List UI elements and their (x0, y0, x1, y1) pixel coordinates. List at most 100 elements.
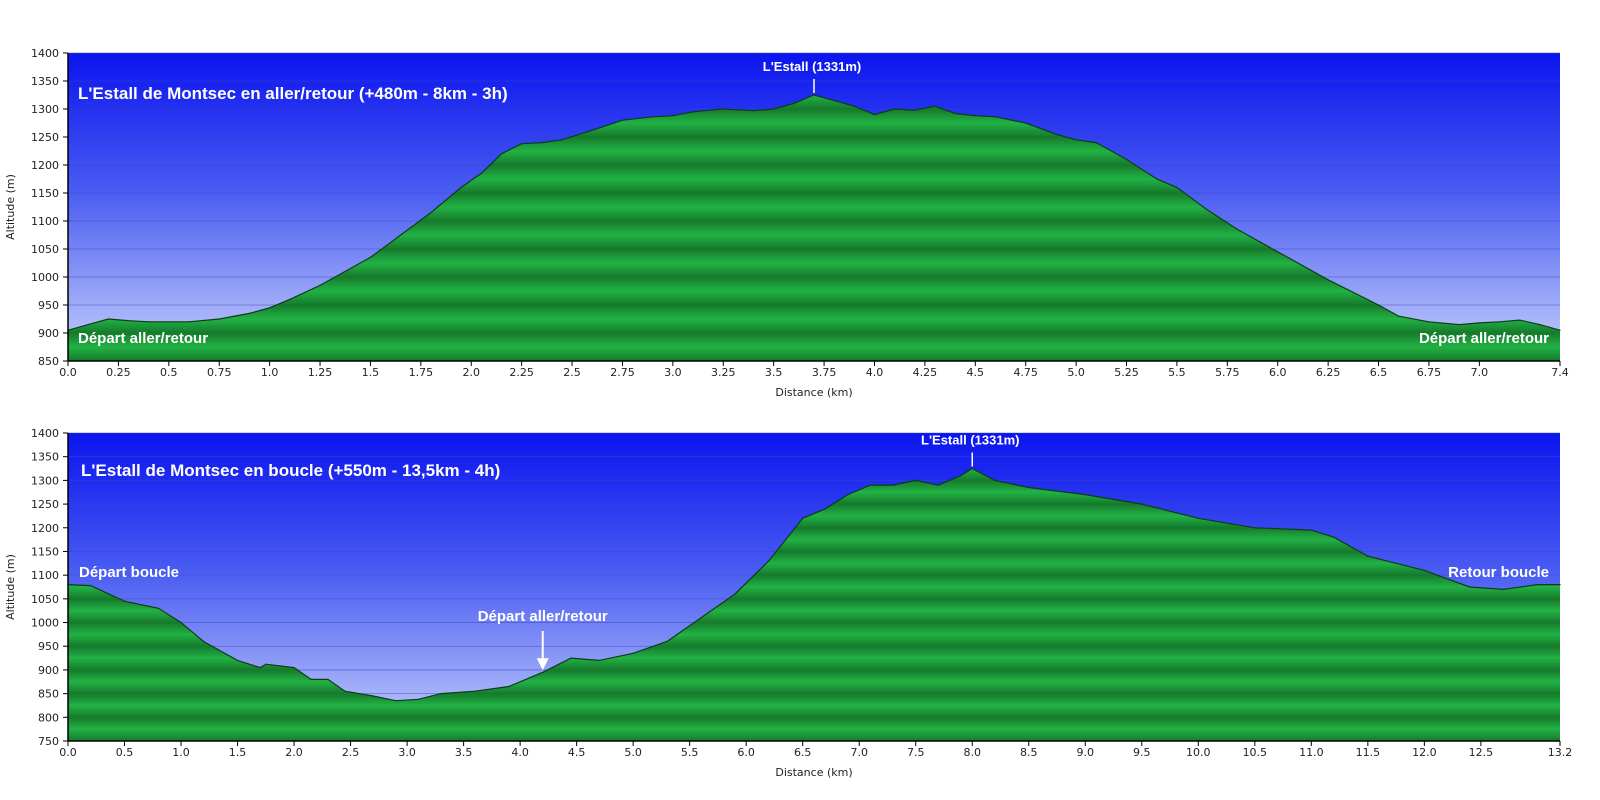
y-tick-label: 1150 (31, 545, 59, 558)
elevation-point (1478, 322, 1480, 324)
x-tick-label: 0.0 (59, 746, 77, 759)
elevation-point (915, 479, 917, 481)
elevation-point (218, 318, 220, 320)
elevation-point (417, 698, 419, 700)
elevation-point (1559, 329, 1561, 331)
y-tick-label: 750 (38, 735, 59, 748)
y-tick-label: 1050 (31, 243, 59, 256)
x-tick-label: 1.5 (362, 366, 380, 379)
x-tick-label: 6.5 (1370, 366, 1388, 379)
elevation-point (319, 284, 321, 286)
elevation-point (1028, 486, 1030, 489)
y-tick-label: 1150 (31, 187, 59, 200)
elevation-point (598, 659, 600, 661)
elevation-point (752, 110, 755, 112)
x-tick-label: 5.0 (1067, 366, 1085, 379)
x-tick-label: 3.0 (398, 746, 416, 759)
y-tick-label: 850 (38, 688, 59, 701)
y-tick-label: 1250 (31, 131, 59, 144)
elevation-point (1423, 569, 1425, 571)
elevation-point (1458, 324, 1460, 326)
elevation-point (591, 129, 593, 131)
elevation-point (127, 320, 130, 322)
elevation-point (994, 479, 996, 481)
elevation-point (1377, 304, 1380, 306)
elevation-point (1498, 321, 1501, 323)
elevation-point (148, 321, 150, 323)
elevation-point (541, 142, 543, 144)
elevation-point (734, 593, 736, 595)
elevation-point (621, 119, 624, 121)
elevation-point (994, 116, 997, 118)
elevation-point (1197, 517, 1199, 519)
x-tick-label: 5.5 (681, 746, 699, 759)
elevation-point (960, 475, 962, 477)
elevation-point (500, 153, 503, 155)
peak-label: L'Estall (1331m) (921, 433, 1019, 448)
x-tick-label: 11.5 (1356, 746, 1381, 759)
x-tick-label: 0.0 (59, 366, 77, 379)
x-tick-label: 6.5 (794, 746, 812, 759)
x-tick-label: 7.0 (850, 746, 868, 759)
x-tick-label: 2.0 (285, 746, 303, 759)
y-tick-label: 1100 (31, 569, 59, 582)
elevation-point (1236, 228, 1238, 230)
x-tick-label: 7.5 (907, 746, 925, 759)
x-tick-label: 4.5 (568, 746, 586, 759)
x-tick-label: 1.25 (308, 366, 333, 379)
elevation-point (869, 484, 872, 486)
x-tick-label: 3.5 (455, 746, 473, 759)
y-tick-label: 950 (38, 299, 59, 312)
elevation-line (68, 94, 1560, 331)
elevation-point (672, 115, 674, 117)
junction-arrow-head (536, 658, 549, 671)
x-tick-label: 5.25 (1114, 366, 1139, 379)
y-tick-label: 800 (38, 711, 59, 724)
elevation-point (289, 298, 291, 300)
x-tick-label: 8.0 (963, 746, 981, 759)
elevation-point (372, 695, 374, 697)
elevation-point (344, 690, 346, 692)
chart-title: L'Estall de Montsec en boucle (+550m - 1… (81, 461, 500, 480)
elevation-point (1125, 158, 1128, 160)
elevation-point (1536, 584, 1538, 586)
elevation-point (87, 324, 89, 326)
x-tick-label: 6.25 (1316, 366, 1341, 379)
elevation-point (632, 652, 634, 654)
elevation-point (1539, 324, 1541, 326)
elevation-point (1254, 527, 1256, 529)
elevation-point (954, 112, 956, 115)
x-tick-label: 13.2 (1548, 746, 1573, 759)
x-tick-label: 0.75 (207, 366, 232, 379)
elevation-point (521, 143, 523, 145)
elevation-point (1502, 588, 1505, 590)
x-tick-label: 4.75 (1013, 366, 1038, 379)
elevation-point (248, 312, 251, 314)
elevation-point (188, 321, 190, 323)
elevation-point (123, 600, 126, 602)
elevation-point (1055, 133, 1057, 135)
elevation-point (265, 663, 267, 665)
elevation-point (793, 102, 795, 104)
x-tick-label: 0.5 (116, 746, 134, 759)
elevation-point (369, 256, 371, 258)
elevation-point (1519, 319, 1521, 321)
elevation-point (157, 607, 159, 609)
y-tick-label: 1400 (31, 47, 59, 60)
elevation-point (853, 105, 855, 107)
elevation-point (666, 640, 668, 643)
elevation-point (203, 640, 205, 643)
elevation-point (90, 585, 92, 587)
elevation-chart-aller-retour: 850 900 950 1000 1050 1100 1150 1200 1250 1300 135… (4, 47, 1569, 399)
x-tick-label: 5.5 (1168, 366, 1186, 379)
y-axis-title: Altitude (m) (4, 174, 17, 240)
elevation-point (430, 212, 432, 214)
x-tick-label: 8.5 (1020, 746, 1038, 759)
elevation-point (768, 560, 770, 562)
x-tick-label: 4.5 (967, 366, 985, 379)
elevation-point (1310, 529, 1312, 531)
elevation-point (269, 307, 271, 309)
elevation-point (460, 186, 462, 188)
elevation-chart-boucle: 750 800 850 900 950 1000 1050 1100 1150 1200 1250 1… (4, 427, 1573, 779)
elevation-point (1327, 279, 1329, 281)
